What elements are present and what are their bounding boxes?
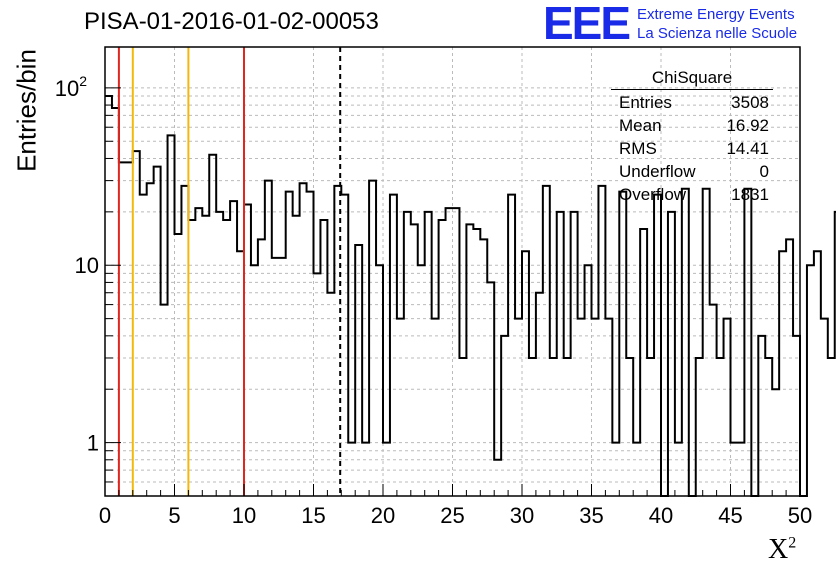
stats-divider (611, 89, 773, 90)
plot-title: PISA-01-2016-01-02-00053 (84, 8, 379, 35)
histogram-bars (105, 94, 836, 497)
x-tick-label: 35 (579, 503, 603, 528)
stats-title: ChiSquare (651, 68, 733, 87)
stats-row-mean: Mean 16.92 (619, 116, 769, 138)
stats-key: Entries (619, 93, 672, 112)
stats-key: Mean (619, 116, 662, 135)
x-tick-label: 15 (301, 503, 325, 528)
stats-value: 0 (759, 162, 769, 181)
x-tick-label: 5 (168, 503, 180, 528)
y-tick-label: 102 (55, 73, 87, 101)
x-tick-label: 10 (232, 503, 256, 528)
stats-row-entries: Entries 3508 (619, 93, 769, 115)
y-axis-label: Entries/bin (11, 49, 42, 172)
stats-row-overflow: Overflow 1831 (619, 185, 769, 207)
stats-key: RMS (619, 139, 657, 158)
stats-value: 14.41 (726, 139, 769, 158)
x-tick-label: 40 (649, 503, 673, 528)
stats-value: 16.92 (726, 116, 769, 135)
x-tick-label: 0 (99, 503, 111, 528)
stats-key: Underflow (619, 162, 696, 181)
x-tick-label: 50 (788, 503, 812, 528)
x-tick-label: 30 (510, 503, 534, 528)
x-tick-label: 25 (440, 503, 464, 528)
logo-line-1: Extreme Energy Events (637, 6, 795, 23)
stats-value: 3508 (731, 93, 769, 112)
logo-line-2: La Scienza nelle Scuole (637, 25, 798, 42)
stats-value: 1831 (731, 185, 769, 204)
eee-logo: EEE (543, 0, 631, 49)
x-axis-label-base: X (768, 534, 789, 565)
stats-key: Overflow (619, 185, 687, 204)
x-tick-label: 45 (718, 503, 742, 528)
stats-box: ChiSquare Entries 3508 Mean 16.92 RMS 14… (611, 66, 773, 206)
y-tick-label: 1 (87, 431, 99, 456)
stats-row-rms: RMS 14.41 (619, 139, 769, 161)
x-tick-label: 20 (371, 503, 395, 528)
y-tick-label: 10 (75, 253, 99, 278)
x-axis-label-sup: 2 (788, 534, 797, 552)
x-axis-label: X2 (768, 534, 796, 566)
stats-row-underflow: Underflow 0 (619, 162, 769, 184)
